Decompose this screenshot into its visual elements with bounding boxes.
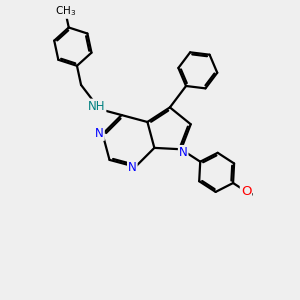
Text: N: N (95, 127, 104, 140)
Text: N: N (128, 161, 137, 174)
Text: O: O (241, 185, 251, 198)
Text: CH$_3$: CH$_3$ (55, 4, 76, 18)
Text: N: N (179, 146, 188, 159)
Text: NH: NH (88, 100, 105, 112)
